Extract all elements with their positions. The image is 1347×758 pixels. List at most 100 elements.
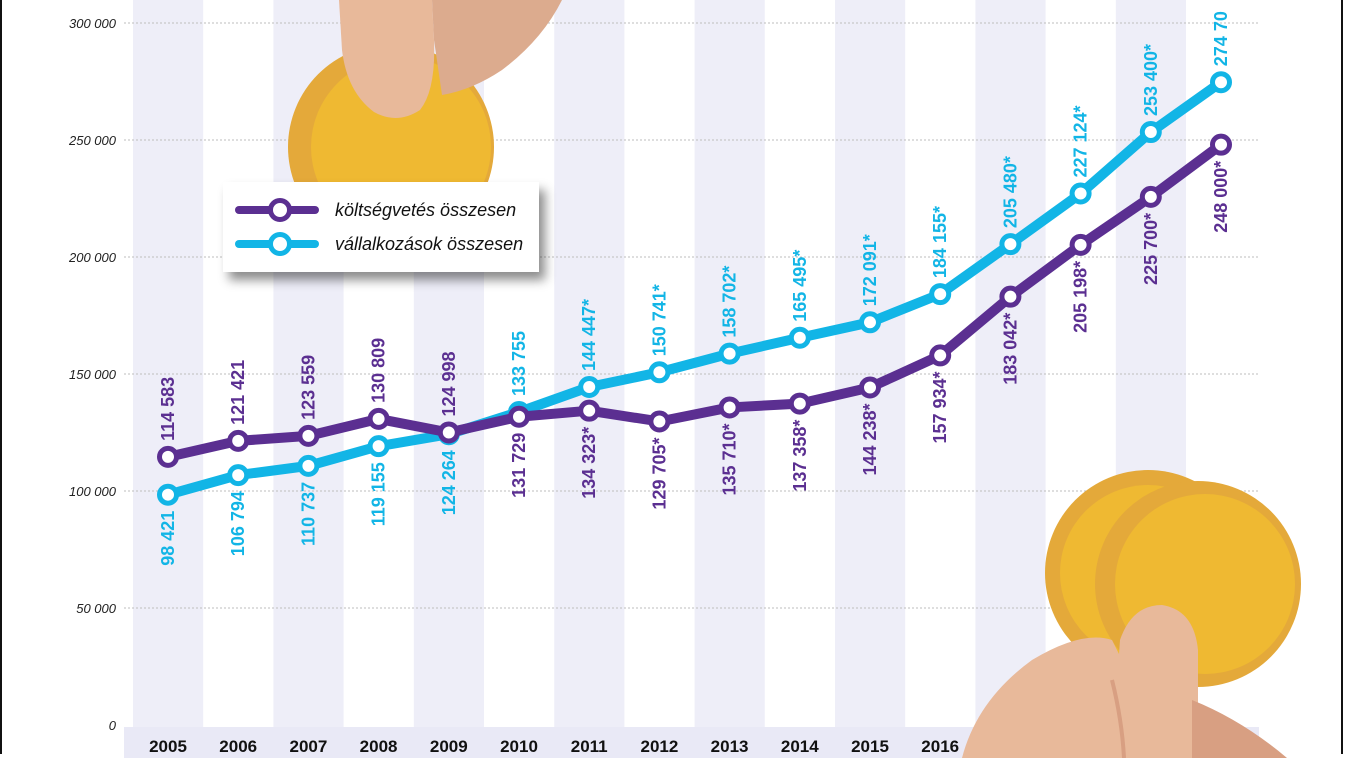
data-label-1-2007: 110 737: [298, 482, 318, 546]
point-1-2017: [999, 233, 1022, 256]
data-label-1-2006: 106 794: [228, 491, 248, 556]
data-label-0-2012: 129 705*: [649, 437, 669, 509]
point-1-2018: [1069, 182, 1092, 205]
y-tick-label: 50 000: [76, 601, 117, 616]
point-0-2013: [718, 396, 741, 419]
point-0-2008: [367, 407, 390, 430]
data-label-0-2008: 130 809: [369, 338, 389, 403]
point-1-2013: [718, 342, 741, 365]
point-0-2011: [578, 399, 601, 422]
data-label-1-2020: 274 70: [1211, 11, 1231, 66]
data-label-0-2009: 124 998: [439, 351, 459, 416]
point-1-2012: [648, 361, 671, 384]
data-label-0-2005: 114 583: [158, 377, 178, 441]
point-1-2020: [1210, 71, 1232, 94]
legend-swatch-business: [235, 229, 319, 259]
x-tick-label-2013: 2013: [711, 737, 749, 756]
point-1-2005: [157, 483, 179, 506]
point-0-2017: [999, 285, 1022, 308]
x-tick-label-2010: 2010: [500, 737, 538, 756]
point-1-2016: [929, 283, 952, 306]
point-0-2014: [788, 392, 811, 415]
series-line-0: [163, 139, 1226, 462]
point-1-2007: [297, 454, 320, 477]
point-0-2018: [1069, 233, 1092, 256]
point-0-2015: [859, 376, 881, 399]
data-label-0-2006: 121 421: [228, 360, 248, 425]
point-0-2012: [648, 410, 671, 433]
y-tick-label: 0: [109, 718, 117, 733]
data-label-0-2007: 123 559: [298, 355, 318, 420]
series-line-1: [163, 77, 1226, 500]
x-tick-label-2016: 2016: [921, 737, 959, 756]
data-label-1-2010: 133 755: [509, 331, 529, 396]
point-1-2015: [859, 311, 881, 334]
x-tick-label-2012: 2012: [640, 737, 678, 756]
data-label-1-2009: 124 264: [439, 450, 459, 515]
legend-label-business: vállalkozások összesen: [335, 233, 524, 254]
y-tick-label: 300 000: [69, 16, 117, 31]
x-tick-label-2015: 2015: [851, 737, 889, 756]
point-0-2020: [1210, 133, 1232, 156]
point-1-2006: [227, 464, 250, 487]
legend-item-business: vállalkozások összesen: [235, 229, 523, 259]
data-label-0-2019: 225 700*: [1141, 213, 1161, 285]
y-tick-label: 100 000: [69, 484, 117, 499]
data-labels-layer: 114 583 121 421 123 559 130 809 124 998 131 7…: [158, 11, 1231, 566]
data-label-1-2014: 165 495*: [790, 250, 810, 322]
legend-swatch-budget: [235, 195, 319, 225]
data-label-1-2017: 205 480*: [1000, 156, 1020, 228]
x-axis-ticks: 2005 2006 2007 2008 2009 2010 2011 2012 2013 2014…: [149, 737, 959, 756]
data-label-1-2008: 119 155: [369, 462, 389, 526]
data-label-1-2019: 253 400*: [1141, 44, 1161, 116]
data-label-0-2016: 157 934*: [930, 371, 950, 443]
point-0-2005: [157, 445, 179, 468]
data-label-0-2018: 205 198*: [1071, 261, 1091, 333]
legend-label-budget: költségvetés összesen: [335, 199, 517, 220]
stripe-2011: [554, 0, 625, 727]
x-tick-label-2007: 2007: [289, 737, 327, 756]
x-tick-label-2009: 2009: [430, 737, 468, 756]
x-tick-label-2011: 2011: [571, 737, 608, 756]
point-1-2008: [367, 435, 390, 458]
data-label-1-2013: 158 702*: [720, 266, 740, 338]
y-axis-ticks: 0 50 000 100 000 150 000 200 000 250 000 300 0…: [68, 16, 117, 733]
point-0-2010: [508, 405, 530, 428]
x-tick-label-2006: 2006: [219, 737, 257, 756]
data-label-1-2018: 227 124*: [1071, 105, 1091, 177]
data-label-0-2017: 183 042*: [1000, 313, 1020, 385]
hand-with-coins-bottom-right-illustration: [962, 470, 1301, 758]
y-tick-label: 150 000: [69, 367, 117, 382]
point-0-2006: [227, 429, 250, 452]
data-label-0-2010: 131 729: [509, 433, 529, 498]
data-label-0-2020: 248 000*: [1211, 161, 1231, 233]
data-label-1-2005: 98 421: [158, 511, 178, 566]
data-label-1-2015: 172 091*: [860, 234, 880, 306]
x-tick-label-2014: 2014: [781, 737, 819, 756]
stripe-2015: [835, 0, 906, 727]
y-tick-label: 250 000: [68, 133, 117, 148]
point-0-2016: [929, 344, 952, 367]
data-label-1-2012: 150 741*: [649, 284, 669, 356]
data-label-1-2011: 144 447*: [579, 299, 599, 371]
data-label-0-2015: 144 238*: [860, 403, 880, 475]
x-tick-label-2008: 2008: [360, 737, 398, 756]
stripe-2005: [133, 0, 204, 727]
point-0-2019: [1139, 185, 1162, 208]
x-tick-label-2005: 2005: [149, 737, 187, 756]
point-1-2019: [1139, 121, 1162, 144]
y-tick-label: 200 000: [68, 250, 117, 265]
series-layer: [157, 71, 1232, 506]
legend: költségvetés összesen vállalkozások össz…: [223, 182, 539, 272]
data-label-0-2011: 134 323*: [579, 427, 599, 499]
data-label-0-2014: 137 358*: [790, 420, 810, 492]
legend-item-budget: költségvetés összesen: [235, 195, 516, 225]
point-0-2009: [437, 421, 460, 444]
point-0-2007: [297, 424, 320, 447]
stripe-2017: [975, 0, 1046, 727]
data-label-1-2016: 184 155*: [930, 206, 950, 278]
point-1-2011: [578, 375, 601, 398]
data-label-0-2013: 135 710*: [720, 423, 740, 495]
